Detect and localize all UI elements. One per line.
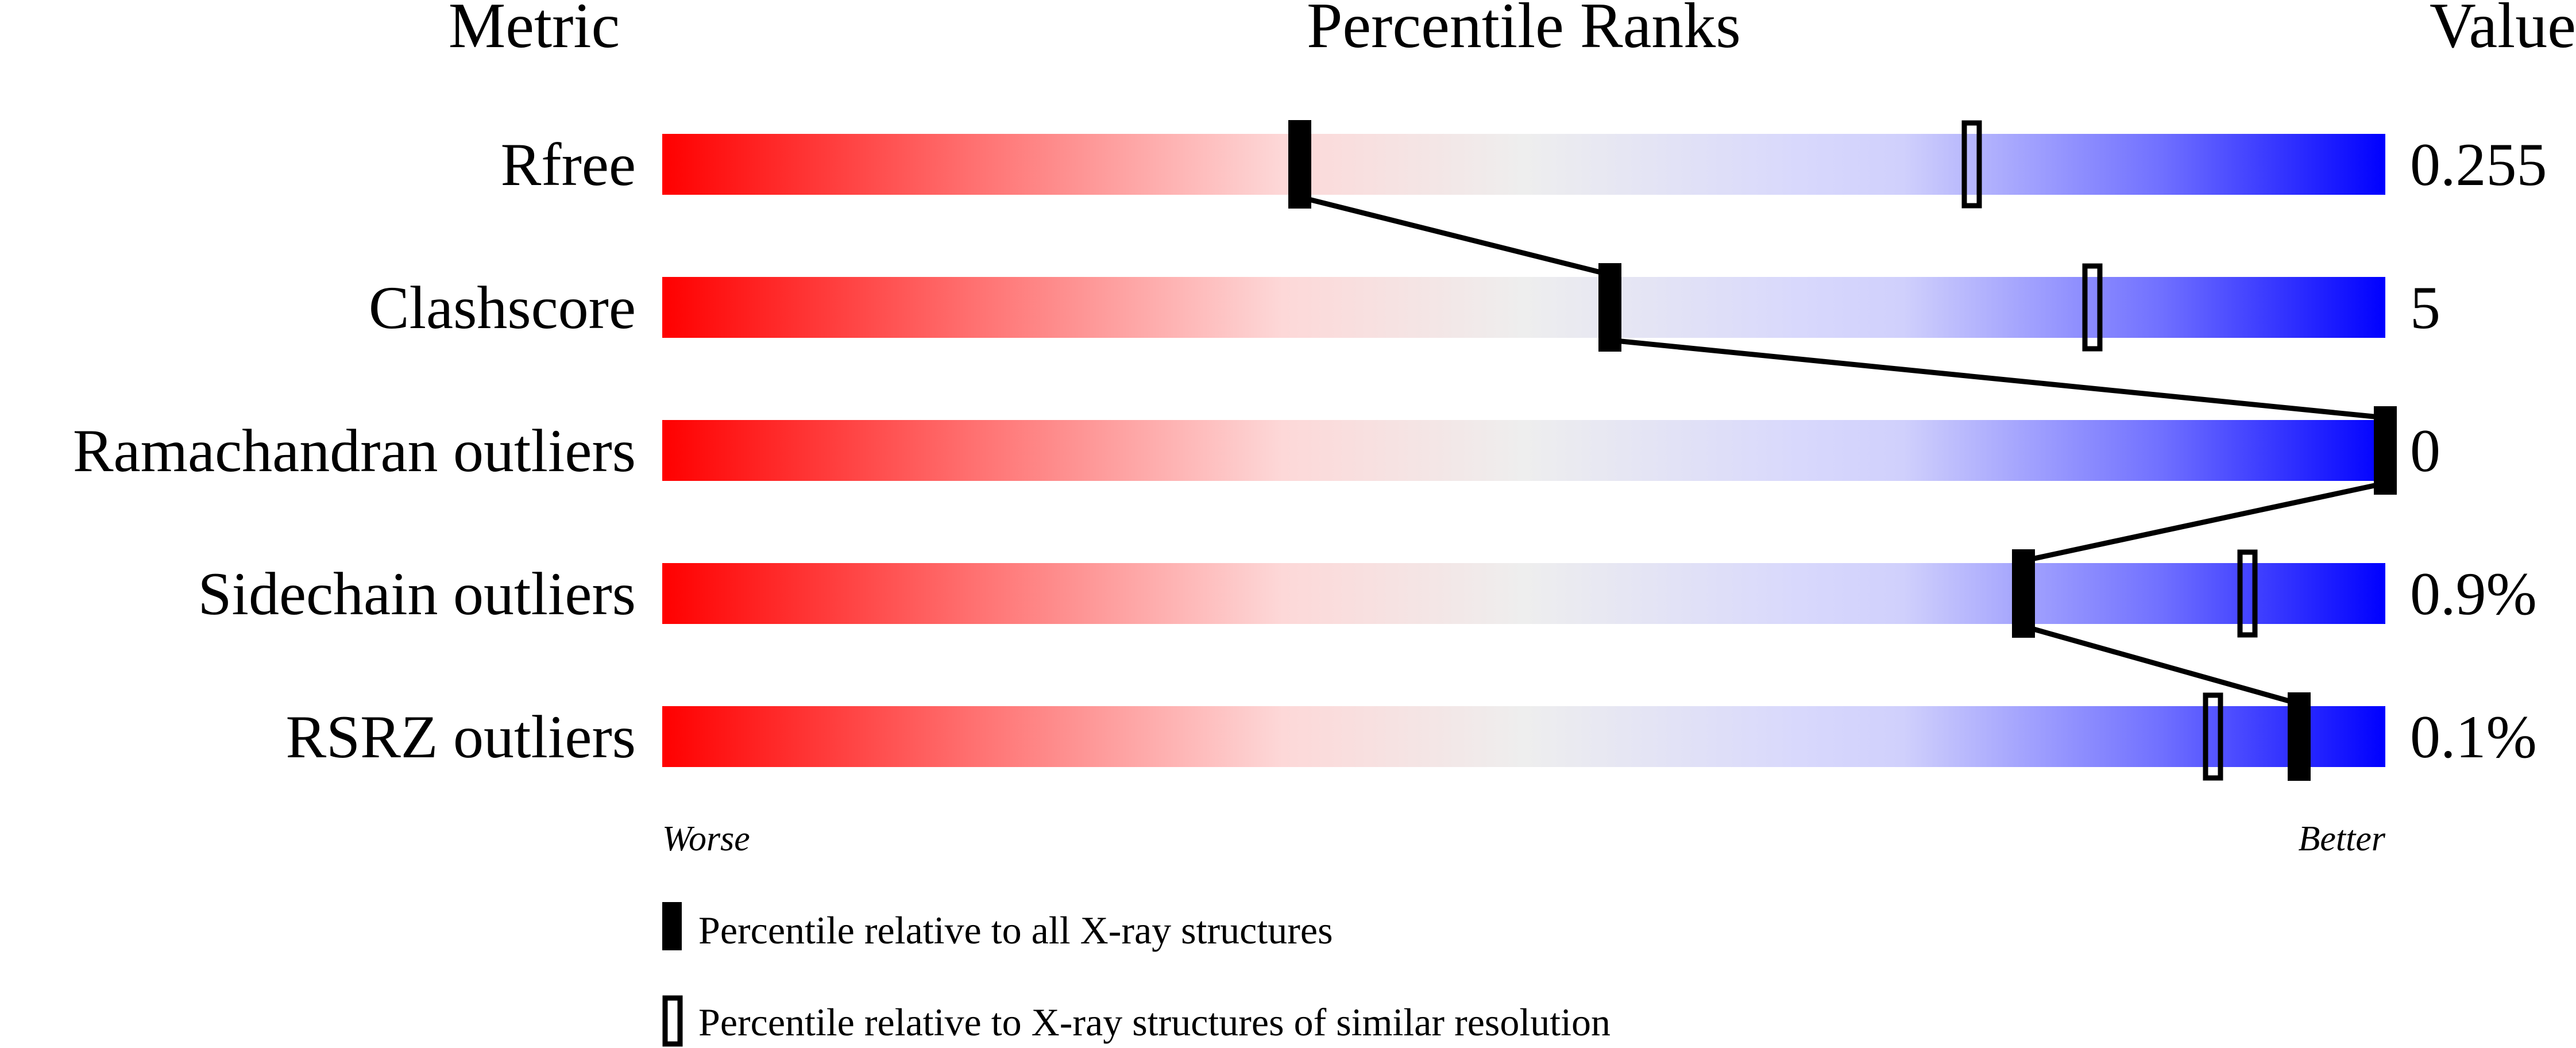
- similar-resolution-percentile-marker: [2237, 549, 2258, 638]
- percentile-bar: [662, 563, 2385, 624]
- connector-line: [2023, 480, 2386, 564]
- legend-similar-label: Percentile relative to X-ray structures …: [698, 1000, 1611, 1044]
- connector-line: [1299, 194, 1611, 278]
- metric-label: Clashscore: [369, 274, 636, 341]
- header-metric: Metric: [449, 0, 620, 61]
- metric-value: 0.1%: [2410, 703, 2537, 770]
- connector-line: [2022, 623, 2300, 707]
- metric-value: 0: [2410, 417, 2440, 484]
- header-value: Value: [2430, 0, 2576, 61]
- header-percentile-ranks: Percentile Ranks: [1307, 0, 1741, 61]
- connector-line: [1609, 337, 2386, 421]
- legend-filled-marker-icon: [662, 902, 682, 950]
- metric-label: Rfree: [501, 131, 636, 198]
- similar-resolution-percentile-marker: [1961, 120, 1982, 209]
- similar-resolution-percentile-marker: [2203, 692, 2223, 781]
- percentile-bar: [662, 706, 2385, 767]
- all-structures-percentile-marker: [1288, 120, 1311, 209]
- all-structures-percentile-marker: [1598, 263, 1621, 352]
- all-structures-percentile-marker: [2012, 549, 2035, 638]
- metric-value: 0.255: [2410, 131, 2547, 198]
- legend-all-label: Percentile relative to all X-ray structu…: [698, 908, 1333, 952]
- worse-label: Worse: [662, 819, 750, 858]
- metric-label: Ramachandran outliers: [73, 417, 636, 484]
- metric-label: RSRZ outliers: [285, 703, 636, 770]
- similar-resolution-percentile-marker: [2082, 263, 2103, 352]
- metric-label: Sidechain outliers: [198, 560, 636, 627]
- better-label: Better: [2299, 819, 2386, 858]
- percentile-bar: [662, 134, 2385, 195]
- metric-value: 0.9%: [2410, 560, 2537, 627]
- percentile-bar: [662, 420, 2385, 481]
- legend-open-marker-icon: [662, 995, 683, 1047]
- all-structures-percentile-marker: [2288, 692, 2311, 781]
- percentile-bar: [662, 277, 2385, 338]
- all-structures-percentile-marker: [2374, 406, 2397, 495]
- metric-value: 5: [2410, 274, 2440, 341]
